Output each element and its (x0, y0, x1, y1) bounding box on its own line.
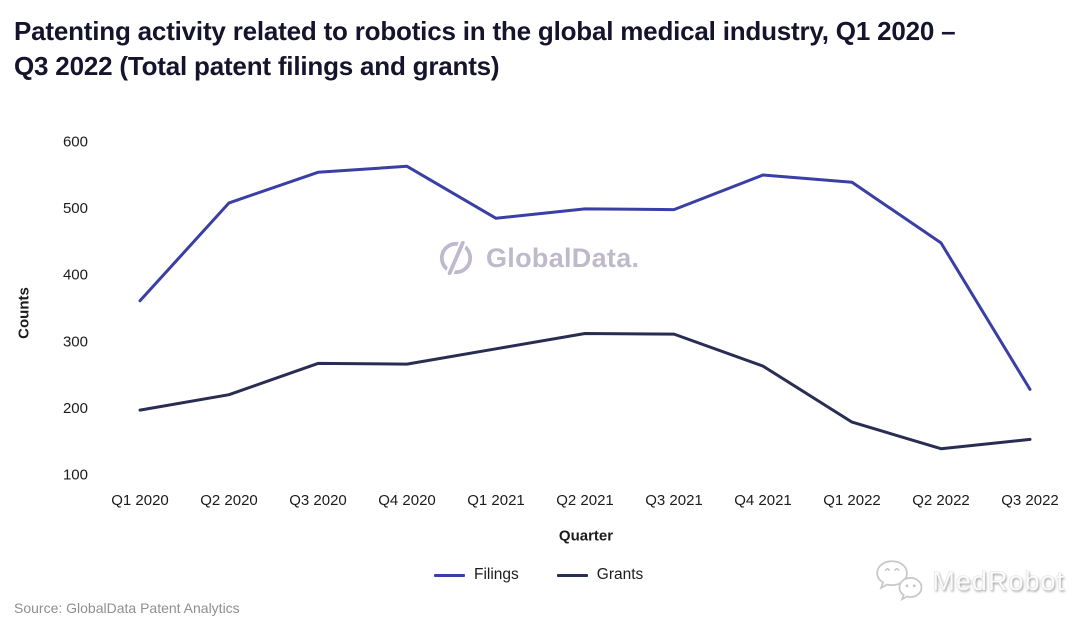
legend-item-filings: Filings (434, 566, 519, 584)
globaldata-logo-icon (439, 240, 473, 276)
x-tick-label: Q2 2020 (200, 492, 258, 509)
filings-line-swatch (434, 573, 465, 577)
legend-item-grants: Grants (556, 566, 644, 584)
medrobot-watermark-text: MedRobot (932, 565, 1065, 596)
x-axis-title: Quarter (558, 527, 614, 545)
legend-label-grants: Grants (596, 566, 644, 583)
x-tick-label: Q3 2021 (645, 492, 703, 509)
series-line-filings (138, 164, 1032, 391)
medrobot-watermark: MedRobot (874, 558, 1065, 604)
globaldata-watermark-text: GlobalData. (486, 242, 640, 273)
chart-title: Patenting activity related to robotics i… (14, 16, 956, 81)
x-tick-label: Q2 2021 (556, 492, 614, 509)
x-tick-label: Q3 2020 (289, 492, 347, 509)
x-tick-label: Q3 2022 (1001, 492, 1059, 509)
y-tick-label: 500 (63, 200, 88, 217)
chart-legend: Filings Grants (434, 566, 643, 584)
x-tick-label: Q4 2020 (378, 492, 436, 509)
y-axis-title: Counts (15, 287, 33, 339)
series-line-grants (138, 332, 1032, 451)
x-tick-label: Q2 2022 (912, 492, 970, 509)
x-tick-label: Q1 2020 (111, 492, 169, 509)
x-tick-label: Q4 2021 (734, 492, 792, 509)
y-tick-label: 100 (63, 467, 88, 484)
y-tick-label: 200 (63, 400, 88, 417)
y-tick-label: 600 (63, 134, 88, 151)
source-note: Source: GlobalData Patent Analytics (14, 600, 240, 616)
globaldata-watermark: GlobalData. (437, 239, 639, 277)
legend-label-filings: Filings (474, 566, 519, 583)
x-tick-label: Q1 2022 (823, 492, 881, 509)
grants-line-swatch (556, 573, 588, 577)
wechat-icon (876, 560, 923, 602)
y-tick-label: 400 (63, 267, 88, 284)
y-tick-label: 300 (63, 333, 88, 350)
x-tick-label: Q1 2021 (467, 492, 525, 509)
